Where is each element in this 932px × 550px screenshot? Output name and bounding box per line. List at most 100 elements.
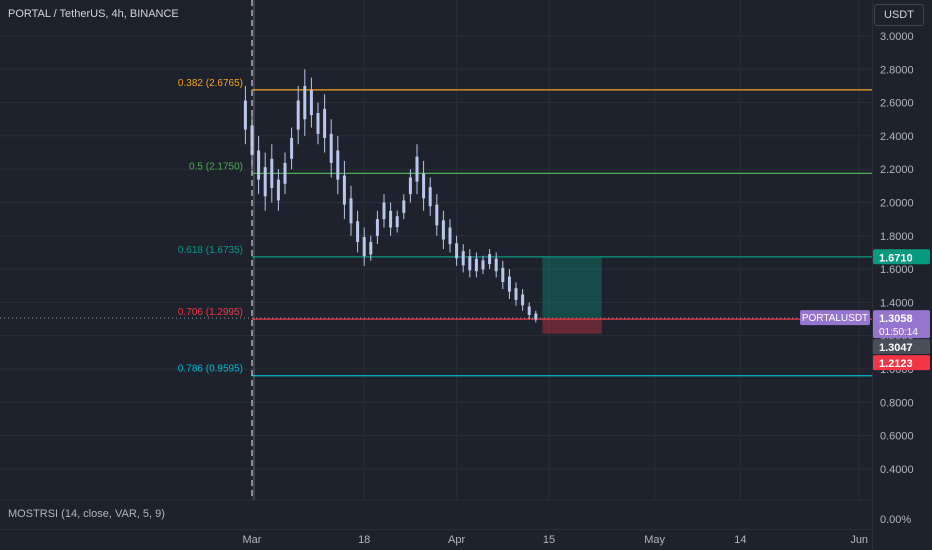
candle-body — [534, 313, 538, 320]
candle-body — [323, 108, 327, 138]
fib-level-label: 0.706 (1.2995) — [178, 307, 243, 318]
fib-level-label: 0.382 (2.6765) — [178, 78, 243, 89]
target-price-tag-text: 1.6710 — [879, 252, 913, 264]
long-position-tool[interactable] — [542, 257, 602, 334]
fib-ratio: 0.382 — [178, 78, 203, 89]
candle-body — [389, 210, 393, 228]
fib-price: 1.2995 — [209, 307, 240, 318]
fib-open-paren: ( — [203, 161, 210, 172]
candle-body — [395, 216, 399, 228]
candle-body — [422, 173, 426, 199]
price-tick-label: 2.2000 — [880, 164, 914, 176]
candle-body — [507, 276, 511, 292]
candle-body — [481, 260, 485, 270]
candle-body — [356, 221, 360, 243]
candle-body — [375, 219, 379, 236]
stop-price-tag: 1.2123 — [873, 355, 930, 371]
position-stop-zone — [542, 318, 602, 334]
candle-body — [309, 90, 313, 116]
fib-close-paren: ) — [240, 161, 243, 172]
price-tick-label: 2.0000 — [880, 198, 914, 210]
fib-level-label: 0.5 (2.1750) — [189, 161, 243, 172]
indicator-axis-label: 0.00% — [880, 514, 911, 526]
bar-countdown: 01:50:14 — [879, 327, 918, 338]
time-tick-label: Apr — [448, 534, 465, 546]
currency-button[interactable]: USDT — [874, 4, 924, 26]
price-tick-label: 2.6000 — [880, 98, 914, 110]
fib-close-paren: ) — [240, 364, 243, 375]
time-tick-label: Jun — [850, 534, 868, 546]
candle-body — [270, 158, 274, 188]
candle-body — [342, 175, 346, 205]
fib-close-paren: ) — [240, 78, 243, 89]
price-axis[interactable]: 3.0000 2.8000 2.6000 2.4000 2.2000 2.0000 1.80… — [872, 0, 932, 550]
candle-body — [461, 251, 465, 266]
candle-body — [408, 177, 412, 195]
time-axis[interactable]: Mar 18 Apr 15 May 14 Jun — [0, 529, 872, 550]
crosshair-price-tag-bg — [873, 339, 930, 355]
candle-body — [283, 162, 287, 184]
fib-price: 1.6735 — [209, 245, 240, 256]
time-tick-label: 14 — [734, 534, 746, 546]
candle-series — [243, 69, 538, 323]
crosshair-price-tag-text: 1.3047 — [879, 342, 913, 354]
symbol-price-tag: PORTALUSDT — [800, 310, 870, 326]
candle-body — [514, 288, 518, 300]
price-tick-label: 1.8000 — [880, 231, 914, 243]
fib-ratio: 0.706 — [178, 307, 203, 318]
candle-body — [527, 306, 531, 315]
fib-ratio: 0.618 — [178, 245, 203, 256]
last-price-tag-text: 1.3058 — [879, 313, 913, 325]
candle-body — [257, 150, 261, 180]
price-tick-label: 1.4000 — [880, 297, 914, 309]
price-tick-label: 0.8000 — [880, 397, 914, 409]
fib-price: 2.1750 — [209, 161, 240, 172]
fib-price: 2.6765 — [209, 78, 240, 89]
position-target-zone — [542, 257, 602, 319]
symbol-tag-bg — [800, 310, 870, 326]
fib-close-paren: ) — [240, 307, 243, 318]
fib-open-paren: ( — [203, 245, 210, 256]
fib-level-label: 0.618 (1.6735) — [178, 245, 243, 256]
candle-body — [494, 258, 498, 272]
fib-open-paren: ( — [203, 78, 210, 89]
indicator-legend[interactable]: MOSTRSI (14, close, VAR, 5, 9) — [8, 508, 165, 520]
candle-body — [243, 100, 247, 130]
candle-body — [402, 200, 406, 213]
chart-grid — [0, 0, 872, 501]
symbol-tag-text: PORTALUSDT — [802, 313, 868, 324]
last-price-tag-bg — [873, 310, 930, 339]
candle-body — [263, 167, 267, 197]
candle-body — [362, 237, 366, 257]
candle-body — [455, 243, 459, 259]
price-tick-label: 2.8000 — [880, 64, 914, 76]
target-price-tag-bg — [873, 249, 930, 265]
price-tick-label: 1.6000 — [880, 264, 914, 276]
candle-body — [501, 267, 505, 283]
candle-body — [468, 256, 472, 271]
stop-price-tag-bg — [873, 355, 930, 371]
candle-body — [488, 254, 492, 265]
price-axis-labels: 1.6710 1.3058 01:50:14 1.3047 1.2123 PORTALUS… — [800, 249, 930, 371]
time-tick-label: 18 — [358, 534, 370, 546]
candle-body — [448, 227, 452, 245]
candle-body — [521, 294, 525, 306]
symbol-title[interactable]: PORTAL / TetherUS, 4h, BINANCE — [8, 8, 179, 20]
price-tick-label: 0.6000 — [880, 431, 914, 443]
last-price-tag: 1.3058 01:50:14 — [873, 310, 930, 339]
candle-body — [316, 113, 320, 134]
time-tick-label: 15 — [543, 534, 555, 546]
candle-body — [428, 187, 432, 207]
fib-price: 0.9595 — [209, 364, 240, 375]
fib-open-paren: ( — [203, 364, 210, 375]
candle-body — [382, 202, 386, 220]
candle-body — [303, 85, 307, 120]
price-tick-label: 3.0000 — [880, 31, 914, 43]
stop-price-tag-text: 1.2123 — [879, 358, 913, 370]
time-tick-label: May — [644, 534, 665, 546]
candle-body — [415, 156, 419, 182]
time-axis-background — [0, 530, 872, 550]
fib-level-label: 0.786 (0.9595) — [178, 364, 243, 375]
candle-body — [474, 258, 478, 272]
